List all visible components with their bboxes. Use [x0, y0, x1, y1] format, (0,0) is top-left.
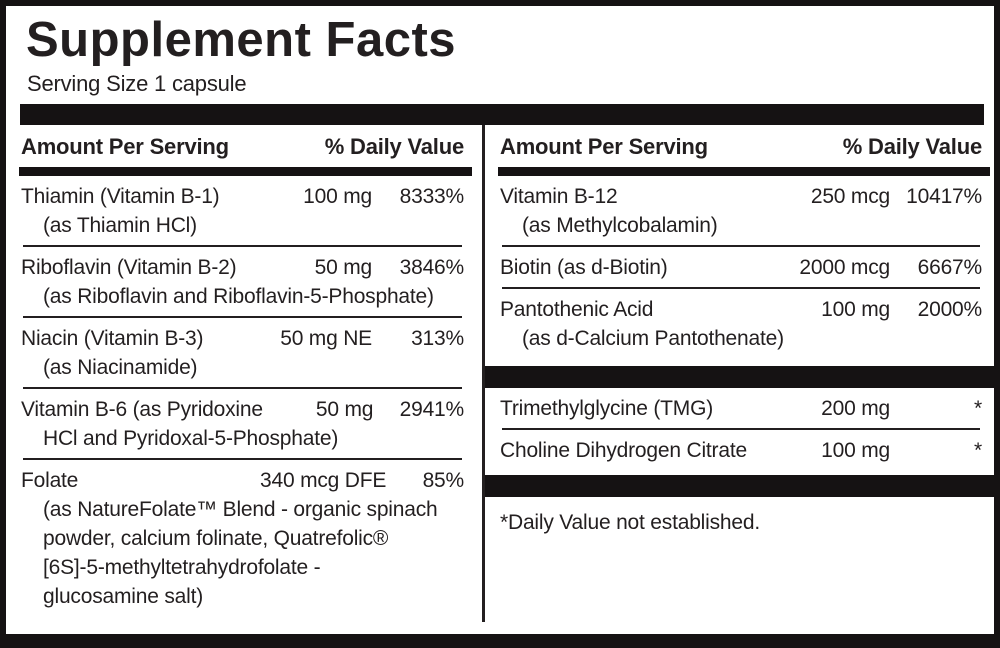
amount-per-serving-label: Amount Per Serving [21, 133, 229, 159]
nutrient-row-vitamin-b12: Vitamin B-12 250 mcg 10417% (as Methylco… [500, 176, 982, 245]
daily-value-footnote: *Daily Value not established. [500, 510, 760, 534]
nutrient-source-line: glucosamine salt) [43, 584, 204, 608]
nutrient-source-line: (as Niacinamide) [43, 355, 198, 379]
nutrient-source-line: [6S]-5-methyltetrahydrofolate - [43, 555, 321, 579]
facts-column-right: Amount Per Serving % Daily Value Vitamin… [482, 124, 994, 622]
row-separator [502, 286, 980, 289]
panel-title: Supplement Facts [26, 13, 457, 67]
nutrient-amount: 100 mg [303, 184, 372, 208]
nutrient-name: Vitamin B-12 [500, 184, 618, 208]
nutrient-row-riboflavin: Riboflavin (Vitamin B-2) 50 mg 3846% (as… [21, 247, 464, 316]
nutrient-daily-value: 8333% [399, 184, 465, 208]
nutrient-name: Riboflavin (Vitamin B-2) [21, 255, 237, 279]
row-separator [502, 244, 980, 247]
nutrient-row-thiamin: Thiamin (Vitamin B-1) 100 mg 8333% (as T… [21, 176, 464, 245]
nutrient-row-niacin: Niacin (Vitamin B-3) 50 mg NE 313% (as N… [21, 318, 464, 387]
row-separator [23, 244, 462, 247]
nutrient-row-vitamin-b6: Vitamin B-6 (as Pyridoxine 50 mg 2941% H… [21, 389, 464, 458]
nutrient-daily-value: 313% [411, 326, 464, 350]
nutrient-name: Choline Dihydrogen Citrate [500, 438, 747, 462]
row-separator [502, 427, 980, 430]
nutrient-name: Pantothenic Acid [500, 297, 654, 321]
thick-divider-bar-bottom [6, 634, 994, 642]
nutrient-daily-value: 6667% [917, 255, 983, 279]
nutrient-amount: 100 mg [821, 438, 890, 462]
nutrient-amount: 200 mg [821, 396, 890, 420]
nutrient-row-choline: Choline Dihydrogen Citrate 100 mg * [500, 430, 982, 470]
nutrient-name-continuation: HCl and Pyridoxal-5-Phosphate) [43, 426, 339, 450]
nutrient-row-tmg: Trimethylglycine (TMG) 200 mg * [500, 388, 982, 428]
nutrient-name: Thiamin (Vitamin B-1) [21, 184, 220, 208]
serving-size: Serving Size 1 capsule [27, 70, 247, 96]
nutrient-row-folate: Folate 340 mcg DFE 85% (as NatureFolate™… [21, 460, 464, 616]
nutrient-amount: 340 mcg DFE [260, 468, 387, 492]
column-header: Amount Per Serving % Daily Value [21, 125, 464, 167]
nutrient-source-line: (as d-Calcium Pantothenate) [522, 326, 784, 350]
nutrient-name: Vitamin B-6 (as Pyridoxine [21, 397, 263, 421]
thick-divider-bar-top [20, 103, 984, 125]
nutrient-amount: 50 mg [314, 255, 373, 279]
nutrient-name: Biotin (as d-Biotin) [500, 255, 668, 279]
header-underline-bar [498, 166, 990, 176]
nutrient-name: Trimethylglycine (TMG) [500, 396, 714, 420]
nutrient-amount: 100 mg [821, 297, 890, 321]
daily-value-label: % Daily Value [324, 133, 464, 159]
nutrient-amount: 50 mg NE [280, 326, 372, 350]
thick-divider-bar-lower [485, 474, 994, 497]
facts-column-left: Amount Per Serving % Daily Value Thiamin… [6, 125, 482, 622]
facts-columns: Amount Per Serving % Daily Value Thiamin… [6, 124, 994, 622]
nutrient-daily-value: * [974, 438, 982, 462]
nutrient-daily-value: 10417% [906, 184, 982, 208]
nutrient-row-biotin: Biotin (as d-Biotin) 2000 mcg 6667% [500, 247, 982, 287]
nutrient-daily-value: * [974, 396, 982, 420]
nutrient-name: Folate [21, 468, 79, 492]
nutrient-source-line: powder, calcium folinate, Quatrefolic® [43, 526, 389, 550]
row-separator [23, 315, 462, 318]
row-separator [23, 457, 462, 460]
header-underline-bar [19, 166, 472, 176]
nutrient-name: Niacin (Vitamin B-3) [21, 326, 204, 350]
row-separator [23, 386, 462, 389]
nutrient-daily-value: 2941% [399, 397, 465, 421]
nutrient-amount: 50 mg [315, 397, 374, 421]
daily-value-label: % Daily Value [842, 133, 982, 159]
column-header: Amount Per Serving % Daily Value [500, 125, 982, 167]
nutrient-source-line: (as Thiamin HCl) [43, 213, 197, 237]
nutrient-daily-value: 2000% [917, 297, 983, 321]
nutrient-daily-value: 3846% [399, 255, 465, 279]
nutrient-daily-value: 85% [422, 468, 465, 492]
nutrient-source-line: (as Riboflavin and Riboflavin-5-Phosphat… [43, 284, 434, 308]
nutrient-amount: 250 mcg [810, 184, 890, 208]
nutrient-amount: 2000 mcg [799, 255, 890, 279]
nutrient-source-line: (as Methylcobalamin) [522, 213, 718, 237]
nutrient-source-line: (as NatureFolate™ Blend - organic spinac… [43, 497, 438, 521]
amount-per-serving-label: Amount Per Serving [500, 133, 708, 159]
thick-divider-bar-middle [485, 365, 994, 388]
nutrient-row-pantothenic-acid: Pantothenic Acid 100 mg 2000% (as d-Calc… [500, 289, 982, 358]
